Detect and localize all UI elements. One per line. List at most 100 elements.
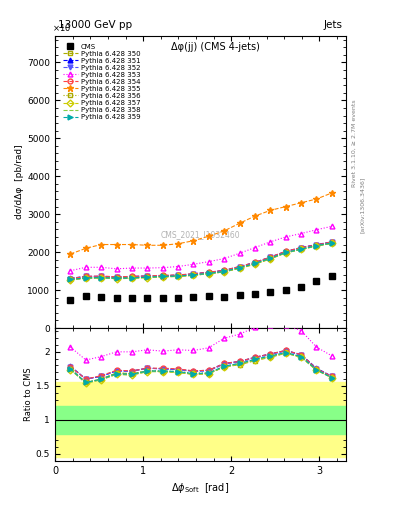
Pythia 6.428 350 bbox=[283, 250, 288, 256]
Pythia 6.428 352 bbox=[68, 275, 73, 282]
Pythia 6.428 355 bbox=[330, 190, 334, 196]
Pythia 6.428 358 bbox=[206, 271, 211, 277]
Line: Pythia 6.428 351: Pythia 6.428 351 bbox=[68, 240, 334, 281]
CMS bbox=[330, 272, 334, 279]
Pythia 6.428 354 bbox=[314, 242, 319, 248]
Pythia 6.428 357 bbox=[83, 275, 88, 282]
Pythia 6.428 354 bbox=[145, 273, 150, 279]
Pythia 6.428 351 bbox=[83, 273, 88, 280]
Line: Pythia 6.428 353: Pythia 6.428 353 bbox=[68, 224, 334, 273]
Pythia 6.428 350 bbox=[314, 243, 319, 249]
Pythia 6.428 357 bbox=[222, 269, 227, 275]
Pythia 6.428 359 bbox=[68, 276, 73, 283]
CMS bbox=[253, 291, 257, 297]
Pythia 6.428 358 bbox=[99, 275, 104, 281]
Pythia 6.428 354 bbox=[176, 272, 180, 278]
CMS bbox=[130, 295, 134, 301]
Pythia 6.428 353 bbox=[99, 264, 104, 270]
Pythia 6.428 352 bbox=[160, 272, 165, 279]
Pythia 6.428 358 bbox=[114, 275, 119, 282]
Pythia 6.428 352 bbox=[130, 274, 134, 280]
Pythia 6.428 356 bbox=[145, 274, 150, 280]
Pythia 6.428 352 bbox=[268, 254, 273, 261]
CMS bbox=[160, 295, 165, 301]
Pythia 6.428 354 bbox=[299, 245, 303, 251]
Pythia 6.428 355 bbox=[191, 238, 196, 244]
Pythia 6.428 358 bbox=[68, 277, 73, 283]
Text: CMS_2021_I1932460: CMS_2021_I1932460 bbox=[161, 230, 240, 239]
Pythia 6.428 351 bbox=[176, 272, 180, 279]
Pythia 6.428 351 bbox=[145, 273, 150, 279]
Pythia 6.428 350 bbox=[253, 261, 257, 267]
Pythia 6.428 350 bbox=[176, 273, 180, 280]
Pythia 6.428 356 bbox=[330, 240, 334, 246]
Pythia 6.428 357 bbox=[191, 272, 196, 279]
Pythia 6.428 354 bbox=[83, 273, 88, 280]
Pythia 6.428 357 bbox=[130, 275, 134, 282]
Pythia 6.428 351 bbox=[68, 275, 73, 282]
Pythia 6.428 359 bbox=[299, 246, 303, 252]
Line: CMS: CMS bbox=[68, 273, 335, 303]
Pythia 6.428 354 bbox=[191, 271, 196, 277]
Pythia 6.428 355 bbox=[176, 241, 180, 247]
Pythia 6.428 350 bbox=[83, 275, 88, 281]
Pythia 6.428 351 bbox=[160, 272, 165, 279]
Line: Pythia 6.428 356: Pythia 6.428 356 bbox=[68, 241, 334, 282]
Pythia 6.428 353 bbox=[68, 268, 73, 274]
CMS bbox=[299, 284, 303, 290]
Pythia 6.428 359 bbox=[222, 268, 227, 274]
Pythia 6.428 352 bbox=[83, 273, 88, 280]
Pythia 6.428 353 bbox=[253, 245, 257, 251]
Pythia 6.428 354 bbox=[268, 254, 273, 260]
Pythia 6.428 353 bbox=[83, 264, 88, 270]
Text: [arXiv:1306.3436]: [arXiv:1306.3436] bbox=[360, 177, 365, 233]
Pythia 6.428 354 bbox=[68, 275, 73, 282]
CMS bbox=[314, 278, 319, 284]
Text: $\times10$: $\times10$ bbox=[52, 22, 71, 33]
Pythia 6.428 359 bbox=[253, 261, 257, 267]
Pythia 6.428 351 bbox=[130, 273, 134, 280]
CMS bbox=[206, 293, 211, 299]
Y-axis label: Ratio to CMS: Ratio to CMS bbox=[24, 368, 33, 421]
Pythia 6.428 353 bbox=[191, 261, 196, 267]
Pythia 6.428 357 bbox=[160, 274, 165, 280]
Pythia 6.428 359 bbox=[160, 273, 165, 280]
Pythia 6.428 359 bbox=[283, 249, 288, 255]
Pythia 6.428 350 bbox=[268, 256, 273, 262]
Pythia 6.428 358 bbox=[83, 275, 88, 282]
CMS bbox=[83, 293, 88, 299]
Pythia 6.428 351 bbox=[222, 267, 227, 273]
Pythia 6.428 358 bbox=[314, 243, 319, 249]
Pythia 6.428 356 bbox=[68, 276, 73, 283]
Pythia 6.428 355 bbox=[314, 196, 319, 202]
Pythia 6.428 351 bbox=[191, 271, 196, 277]
CMS bbox=[237, 292, 242, 298]
Pythia 6.428 350 bbox=[330, 240, 334, 246]
CMS bbox=[191, 293, 196, 300]
Pythia 6.428 351 bbox=[253, 259, 257, 265]
CMS bbox=[145, 295, 150, 302]
Pythia 6.428 352 bbox=[253, 260, 257, 266]
Pythia 6.428 350 bbox=[191, 272, 196, 279]
Y-axis label: dσ/dΔφ  [pb/rad]: dσ/dΔφ [pb/rad] bbox=[15, 144, 24, 219]
CMS bbox=[68, 297, 73, 304]
Pythia 6.428 353 bbox=[314, 227, 319, 233]
CMS bbox=[114, 295, 119, 302]
Pythia 6.428 351 bbox=[99, 273, 104, 280]
Pythia 6.428 355 bbox=[145, 242, 150, 248]
Pythia 6.428 355 bbox=[222, 228, 227, 234]
Pythia 6.428 352 bbox=[283, 249, 288, 255]
Pythia 6.428 353 bbox=[330, 223, 334, 229]
Text: Jets: Jets bbox=[324, 20, 343, 30]
Pythia 6.428 355 bbox=[68, 251, 73, 257]
Pythia 6.428 355 bbox=[160, 242, 165, 248]
Bar bbox=[55, 382, 346, 457]
Pythia 6.428 358 bbox=[222, 269, 227, 275]
Pythia 6.428 356 bbox=[237, 265, 242, 271]
Pythia 6.428 355 bbox=[268, 207, 273, 214]
Pythia 6.428 353 bbox=[237, 250, 242, 257]
CMS bbox=[176, 294, 180, 301]
Pythia 6.428 355 bbox=[130, 242, 134, 248]
Text: 13000 GeV pp: 13000 GeV pp bbox=[58, 20, 132, 30]
Pythia 6.428 357 bbox=[176, 273, 180, 280]
